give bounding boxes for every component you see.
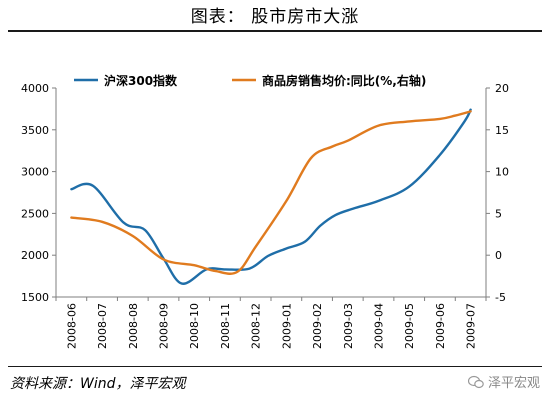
- x-tick-label: 2008-11: [219, 303, 232, 349]
- x-tick-label: 2008-12: [250, 303, 263, 349]
- y-right-tick-label: 20: [495, 82, 509, 95]
- series-line-1: [70, 108, 472, 285]
- y-right-tick-label: 0: [495, 249, 502, 262]
- chart-axes: 1500 2000 2500 3000 3500 4000 -5 0 5 10 15 20 2008-0…: [21, 82, 509, 349]
- y-right-tick-label: 10: [495, 166, 509, 179]
- wechat-icon: [467, 375, 484, 388]
- legend-label-1: 沪深300指数: [104, 73, 178, 88]
- series-line-2: [70, 110, 472, 275]
- source-rule: [8, 366, 542, 367]
- y-right-tick-label: 5: [495, 207, 502, 220]
- legend-label-2: 商品房销售均价:同比(%,右轴): [262, 73, 426, 88]
- source-note: 资料来源：Wind，泽平宏观: [10, 376, 186, 392]
- x-tick-label: 2008-06: [65, 303, 78, 349]
- x-tick-label: 2008-09: [158, 303, 171, 349]
- x-tick-label: 2009-02: [311, 303, 324, 349]
- x-tick-label: 2009-06: [434, 303, 447, 349]
- y-left-tick-label: 4000: [21, 82, 49, 95]
- title-rule: [8, 30, 542, 32]
- watermark-text: 泽平宏观: [487, 376, 540, 391]
- x-tick-label: 2008-07: [96, 303, 109, 349]
- x-tick-label: 2009-03: [342, 303, 355, 349]
- x-tick-label: 2008-08: [127, 303, 140, 349]
- watermark: 泽平宏观: [467, 372, 540, 391]
- x-tick-label: 2009-05: [403, 303, 416, 349]
- y-left-tick-label: 2000: [21, 249, 49, 262]
- x-tick-label: 2009-01: [280, 303, 293, 349]
- y-left-tick-label: 1500: [21, 291, 49, 304]
- chart-legend: 沪深300指数 商品房销售均价:同比(%,右轴): [74, 73, 426, 88]
- x-tick-label: 2009-07: [465, 303, 478, 349]
- y-left-tick-label: 2500: [21, 207, 49, 220]
- y-left-tick-label: 3500: [21, 124, 49, 137]
- x-tick-label: 2008-10: [188, 303, 201, 349]
- y-right-tick-label: 15: [495, 124, 509, 137]
- y-left-tick-label: 3000: [21, 166, 49, 179]
- chart-title: 图表： 股市房市大涨: [190, 7, 360, 27]
- y-right-tick-label: -5: [495, 291, 506, 304]
- chart-lines: [70, 108, 472, 285]
- x-tick-label: 2009-04: [373, 303, 386, 349]
